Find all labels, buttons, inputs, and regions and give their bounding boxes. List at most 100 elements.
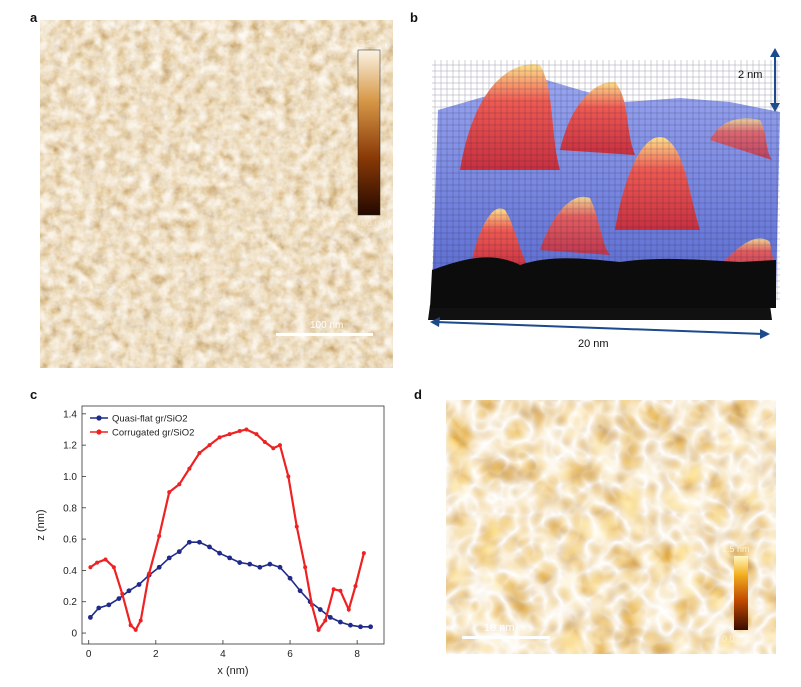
series-0-point (136, 582, 142, 587)
series-1-point (262, 440, 267, 445)
series-1-point (309, 602, 314, 607)
series-0-point (327, 614, 333, 620)
surface-3d-plot: 2 nm 20 nm (428, 48, 780, 350)
series-0-point (267, 561, 273, 567)
profile-chart-svg: 0 2 4 6 8 0 0.2 0.4 0.6 0.8 1.0 1.2 1.4 x (nm) z (nm) Q… (35, 405, 385, 677)
x-tick-label: 8 (354, 649, 360, 660)
series-0-point (96, 605, 102, 611)
y-tick-label: 0.8 (63, 503, 77, 514)
series-0-point (287, 575, 293, 581)
series-1-point (111, 565, 116, 570)
height-label: 2 nm (738, 69, 762, 81)
series-1-point (103, 557, 108, 562)
y-tick-label: 1.0 (63, 472, 77, 483)
colorbar-a-max-label: 2.2 nm (358, 39, 389, 50)
series-1-point (217, 435, 222, 440)
series-0-point (197, 539, 202, 545)
series-line-1 (89, 428, 365, 633)
legend-marker-0 (96, 415, 102, 421)
series-0-point (166, 555, 172, 561)
y-tick-label: 0 (71, 629, 77, 640)
y-axis-label: z (nm) (35, 509, 47, 540)
series-0-point (106, 602, 112, 608)
x-tick-label: 0 (86, 649, 92, 660)
panel-letter-c: c (30, 387, 38, 402)
afm-image-a: 2.2 nm 0.0 nm 100 nm (40, 20, 393, 368)
scale-bar-a-label: 100 nm (310, 320, 343, 331)
series-1-point (177, 482, 182, 487)
width-label: 20 nm (578, 338, 609, 350)
colorbar-d-max-label: 1.5 nm (722, 544, 750, 554)
scale-bar-d (462, 636, 550, 639)
series-0-point (237, 560, 243, 565)
series-0-point (186, 539, 192, 545)
series-1-point (133, 627, 138, 632)
series-1-point (294, 524, 299, 529)
series-1-point (353, 584, 358, 589)
series-1-point (95, 560, 100, 565)
panel-letter-b: b (410, 10, 418, 25)
afm-topography-d: 1.5 nm 0.0 nm 10 nm (446, 400, 776, 654)
series-1-point (138, 618, 143, 623)
x-axis-label: x (nm) (217, 665, 248, 677)
series-1-point (227, 432, 232, 437)
y-tick-label: 1.2 (63, 441, 77, 452)
series-0-point (277, 564, 283, 570)
scale-bar-a (276, 333, 373, 336)
colorbar-d (734, 556, 748, 630)
series-1-point (361, 551, 366, 556)
series-0-point (227, 555, 233, 561)
series-1-point (303, 565, 308, 570)
panel-letter-a: a (30, 10, 38, 25)
series-1-point (286, 474, 291, 479)
series-0-point (247, 561, 253, 567)
width-arrow (435, 321, 765, 335)
series-1-point (277, 443, 282, 448)
series-0-point (368, 624, 373, 630)
plot-frame (81, 405, 385, 645)
series-1-point (254, 432, 259, 437)
series-1-point (346, 607, 351, 612)
series-0-point (257, 564, 263, 570)
afm-topography-a: 2.2 nm 0.0 nm 100 nm (40, 20, 393, 368)
panel-letter-d: d (414, 387, 422, 402)
surface-base (428, 305, 772, 320)
series-line-0 (89, 541, 371, 628)
y-tick-label: 0.6 (63, 535, 77, 546)
series-1-point (331, 587, 336, 592)
series-0-point (317, 607, 323, 612)
x-tick-label: 2 (153, 649, 159, 660)
series-0-point (297, 588, 303, 594)
profile-chart-c: 0 2 4 6 8 0 0.2 0.4 0.6 0.8 1.0 1.2 1.4 x (nm) z (nm) Q… (30, 392, 400, 682)
series-0-point (207, 544, 212, 550)
legend-label-1: Corrugated gr/SiO2 (112, 428, 194, 439)
series-1-point (207, 443, 212, 448)
series-1-point (197, 450, 202, 455)
x-tick-label: 4 (220, 649, 226, 660)
series-1-point (167, 490, 172, 495)
series-1-point (187, 466, 192, 471)
series-1-point (323, 618, 328, 623)
colorbar-a (357, 49, 381, 216)
colorbar-a-min-label: 0.0 nm (358, 218, 389, 229)
series-0-point (126, 588, 132, 594)
series-1-point (271, 446, 276, 451)
afm-image-d: 1.5 nm 0.0 nm 10 nm (446, 400, 776, 654)
series-0-point (358, 624, 363, 630)
scale-bar-d-label: 10 nm (484, 622, 515, 634)
series-1-point (147, 571, 152, 576)
series-1-point (120, 591, 125, 596)
series-0-point (337, 619, 343, 625)
y-tick-label: 0.2 (63, 597, 77, 608)
series-0-point (116, 596, 122, 601)
surface-3d-b: 2 nm 20 nm (420, 20, 790, 360)
surface-front-face (430, 257, 776, 308)
y-tick-label: 0.4 (63, 566, 77, 577)
series-1-point (128, 623, 133, 628)
series-0-point (176, 549, 182, 555)
series-1-point (316, 627, 321, 632)
colorbar-d-min-label: 0.0 nm (722, 634, 750, 644)
legend-marker-1 (96, 429, 102, 435)
x-tick-label: 6 (287, 649, 293, 660)
series-1-point (88, 565, 93, 570)
